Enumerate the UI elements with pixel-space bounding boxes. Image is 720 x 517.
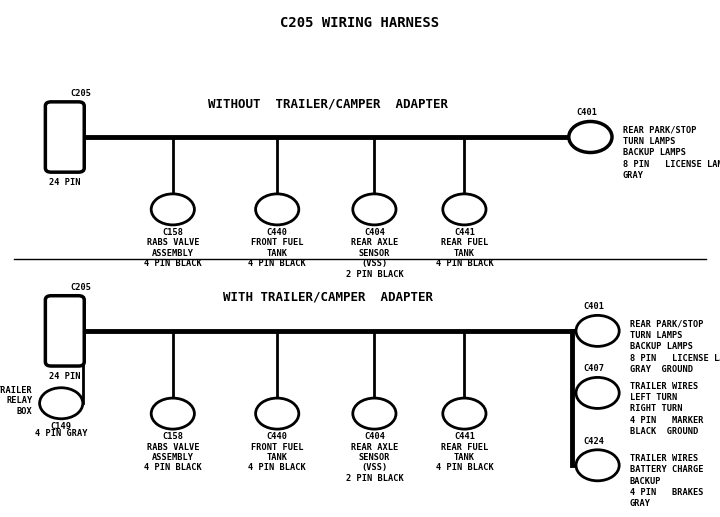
Text: WITHOUT  TRAILER/CAMPER  ADAPTER: WITHOUT TRAILER/CAMPER ADAPTER — [207, 97, 448, 110]
Text: C440
FRONT FUEL
TANK
4 PIN BLACK: C440 FRONT FUEL TANK 4 PIN BLACK — [248, 432, 306, 473]
Circle shape — [569, 121, 612, 153]
Text: TURN LAMPS: TURN LAMPS — [623, 137, 675, 146]
Text: C441
REAR FUEL
TANK
4 PIN BLACK: C441 REAR FUEL TANK 4 PIN BLACK — [436, 432, 493, 473]
Text: C407: C407 — [583, 364, 605, 373]
Circle shape — [256, 194, 299, 225]
Text: REAR PARK/STOP: REAR PARK/STOP — [623, 126, 696, 134]
Text: C424: C424 — [583, 437, 605, 446]
Text: C205 WIRING HARNESS: C205 WIRING HARNESS — [280, 16, 440, 29]
Text: 8 PIN   LICENSE LAMPS: 8 PIN LICENSE LAMPS — [630, 354, 720, 362]
Text: C205: C205 — [71, 283, 91, 292]
Text: WITH TRAILER/CAMPER  ADAPTER: WITH TRAILER/CAMPER ADAPTER — [222, 291, 433, 304]
Text: LEFT TURN: LEFT TURN — [630, 393, 678, 402]
Text: REAR PARK/STOP: REAR PARK/STOP — [630, 320, 703, 328]
Text: C149: C149 — [50, 422, 72, 431]
Text: BACKUP: BACKUP — [630, 477, 662, 485]
Text: 4 PIN   MARKER: 4 PIN MARKER — [630, 416, 703, 424]
Circle shape — [443, 398, 486, 429]
Text: GRAY: GRAY — [623, 171, 644, 180]
Circle shape — [576, 315, 619, 346]
Text: 4 PIN GRAY: 4 PIN GRAY — [35, 429, 87, 438]
Text: 24 PIN: 24 PIN — [49, 178, 81, 187]
Text: C205: C205 — [71, 89, 91, 98]
FancyBboxPatch shape — [45, 296, 84, 366]
Circle shape — [256, 398, 299, 429]
Text: TRAILER WIRES: TRAILER WIRES — [630, 382, 698, 390]
Text: RIGHT TURN: RIGHT TURN — [630, 404, 683, 413]
Text: TRAILER WIRES: TRAILER WIRES — [630, 454, 698, 463]
Circle shape — [151, 194, 194, 225]
Text: GRAY: GRAY — [630, 499, 651, 508]
Text: BACKUP LAMPS: BACKUP LAMPS — [630, 342, 693, 351]
Circle shape — [443, 194, 486, 225]
Text: BACKUP LAMPS: BACKUP LAMPS — [623, 148, 685, 157]
Circle shape — [40, 388, 83, 419]
Text: BATTERY CHARGE: BATTERY CHARGE — [630, 465, 703, 474]
Text: C404
REAR AXLE
SENSOR
(VSS)
2 PIN BLACK: C404 REAR AXLE SENSOR (VSS) 2 PIN BLACK — [346, 432, 403, 483]
Text: 4 PIN   BRAKES: 4 PIN BRAKES — [630, 488, 703, 497]
Circle shape — [353, 398, 396, 429]
Circle shape — [353, 194, 396, 225]
Text: TRAILER
RELAY
BOX: TRAILER RELAY BOX — [0, 386, 32, 416]
Text: C441
REAR FUEL
TANK
4 PIN BLACK: C441 REAR FUEL TANK 4 PIN BLACK — [436, 228, 493, 268]
Text: TURN LAMPS: TURN LAMPS — [630, 331, 683, 340]
Text: C404
REAR AXLE
SENSOR
(VSS)
2 PIN BLACK: C404 REAR AXLE SENSOR (VSS) 2 PIN BLACK — [346, 228, 403, 279]
Text: BLACK  GROUND: BLACK GROUND — [630, 427, 698, 436]
Text: GRAY  GROUND: GRAY GROUND — [630, 365, 693, 374]
Circle shape — [151, 398, 194, 429]
Text: C440
FRONT FUEL
TANK
4 PIN BLACK: C440 FRONT FUEL TANK 4 PIN BLACK — [248, 228, 306, 268]
Text: C401: C401 — [576, 109, 598, 117]
Circle shape — [576, 377, 619, 408]
Text: C158
RABS VALVE
ASSEMBLY
4 PIN BLACK: C158 RABS VALVE ASSEMBLY 4 PIN BLACK — [144, 432, 202, 473]
Text: C158
RABS VALVE
ASSEMBLY
4 PIN BLACK: C158 RABS VALVE ASSEMBLY 4 PIN BLACK — [144, 228, 202, 268]
Text: 8 PIN   LICENSE LAMPS: 8 PIN LICENSE LAMPS — [623, 160, 720, 169]
Text: 24 PIN: 24 PIN — [49, 372, 81, 381]
Circle shape — [576, 450, 619, 481]
FancyBboxPatch shape — [45, 102, 84, 172]
Text: C401: C401 — [583, 302, 605, 311]
